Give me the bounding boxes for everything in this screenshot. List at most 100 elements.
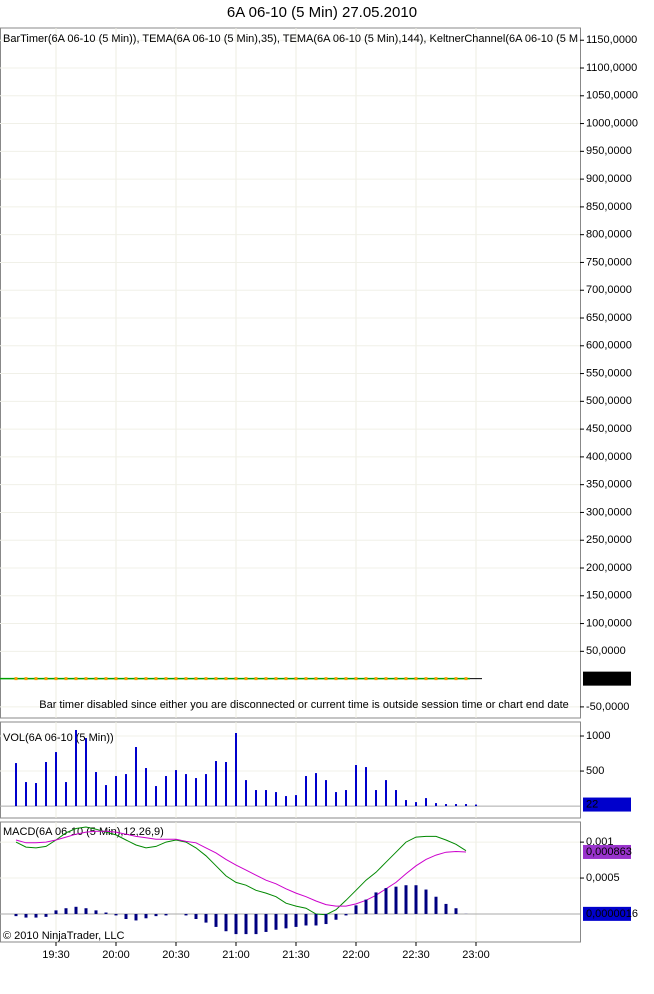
volume-bar <box>215 761 217 806</box>
volume-bar <box>465 804 467 806</box>
y-tick-label: 200,0000 <box>586 562 632 574</box>
macd-bar <box>75 907 78 914</box>
macd-bar <box>165 914 168 915</box>
volume-bar <box>415 802 417 806</box>
macd-bar <box>35 914 38 918</box>
y-tick-label: 850,0000 <box>586 201 632 213</box>
macd-bar <box>95 910 98 914</box>
indicator-dot <box>395 677 398 680</box>
macd-bar <box>425 890 428 914</box>
indicator-dot <box>95 677 98 680</box>
indicator-dot <box>105 677 108 680</box>
volume-bar <box>25 782 27 806</box>
macd-bar <box>45 914 48 917</box>
macd-bar <box>15 914 18 916</box>
macd-bar <box>235 914 238 934</box>
indicator-dot <box>115 677 118 680</box>
indicator-dot <box>65 677 68 680</box>
panel <box>1 28 581 718</box>
y-tick-label: 650,0000 <box>586 312 632 324</box>
indicator-dot <box>465 677 468 680</box>
indicator-dot <box>365 677 368 680</box>
indicator-dot <box>165 677 168 680</box>
y-tick-label: 950,0000 <box>586 145 632 157</box>
indicator-dot <box>185 677 188 680</box>
volume-bar <box>115 776 117 806</box>
volume-bar <box>185 774 187 806</box>
macd-bar <box>255 914 258 934</box>
volume-bar <box>365 767 367 806</box>
volume-bar <box>105 785 107 806</box>
macd-bar <box>125 914 128 919</box>
y-tick-label: 600,0000 <box>586 340 632 352</box>
indicator-dot <box>25 677 28 680</box>
volume-bar <box>125 774 127 806</box>
x-tick-label: 22:30 <box>402 949 430 961</box>
indicator-dot <box>345 677 348 680</box>
volume-bar <box>155 786 157 806</box>
volume-bar <box>395 790 397 806</box>
x-tick-label: 20:30 <box>162 949 190 961</box>
volume-bar <box>295 795 297 806</box>
y-tick-label: 250,0000 <box>586 534 632 546</box>
y-tick-label: 150,0000 <box>586 590 632 602</box>
volume-bar <box>175 770 177 806</box>
indicator-dot <box>415 677 418 680</box>
value-box-label: 22 <box>586 798 598 810</box>
macd-bar <box>375 892 378 914</box>
y-tick-label: 0,0005 <box>586 872 620 884</box>
macd-bar <box>335 914 338 920</box>
y-tick-label: 1150,0000 <box>586 34 637 46</box>
volume-bar <box>425 798 427 806</box>
panel-label: VOL(6A 06-10 (5 Min)) <box>3 732 114 744</box>
indicator-dot <box>265 677 268 680</box>
macd-bar <box>195 914 198 919</box>
macd-bar <box>265 914 268 932</box>
indicator-dot <box>125 677 128 680</box>
y-tick-label: -50,0000 <box>586 701 629 713</box>
y-tick-label: 100,0000 <box>586 617 632 629</box>
macd-bar <box>395 887 398 914</box>
volume-bar <box>95 772 97 806</box>
value-box-label: 0,0000016 <box>586 908 638 920</box>
value-box-label: 0,8505 <box>586 673 620 685</box>
y-tick-label: 1050,0000 <box>586 90 638 102</box>
indicator-dot <box>325 677 328 680</box>
indicator-dot <box>145 677 148 680</box>
indicator-dot <box>35 677 38 680</box>
indicator-dot <box>425 677 428 680</box>
volume-bar <box>35 783 37 806</box>
y-tick-label: 500,0000 <box>586 395 632 407</box>
indicator-dot <box>135 677 138 680</box>
y-tick-label: 50,0000 <box>586 645 626 657</box>
indicator-dot <box>245 677 248 680</box>
indicator-dot <box>155 677 158 680</box>
macd-bar <box>415 885 418 914</box>
macd-bar <box>405 885 408 914</box>
macd-bar <box>105 913 108 914</box>
volume-bar <box>325 780 327 806</box>
macd-bar <box>245 914 248 934</box>
y-tick-label: 550,0000 <box>586 367 632 379</box>
y-tick-label: 750,0000 <box>586 256 632 268</box>
macd-bar <box>115 914 118 915</box>
indicator-dot <box>375 677 378 680</box>
volume-bar <box>245 780 247 806</box>
volume-bar <box>305 776 307 806</box>
indicator-dot <box>355 677 358 680</box>
macd-bar <box>135 914 138 920</box>
indicator-dot <box>285 677 288 680</box>
indicator-dot <box>295 677 298 680</box>
message: Bar timer disabled since either you are … <box>39 699 569 711</box>
y-tick-label: 900,0000 <box>586 173 632 185</box>
volume-bar <box>75 730 77 806</box>
macd-bar <box>325 914 328 924</box>
macd-bar <box>365 900 368 914</box>
volume-bar <box>335 792 337 806</box>
value-box-label: 0,000863 <box>586 846 632 858</box>
volume-bar <box>55 752 57 806</box>
indicator-dot <box>195 677 198 680</box>
x-tick-label: 21:30 <box>282 949 310 961</box>
volume-bar <box>235 733 237 806</box>
y-tick-label: 1000 <box>586 730 610 742</box>
